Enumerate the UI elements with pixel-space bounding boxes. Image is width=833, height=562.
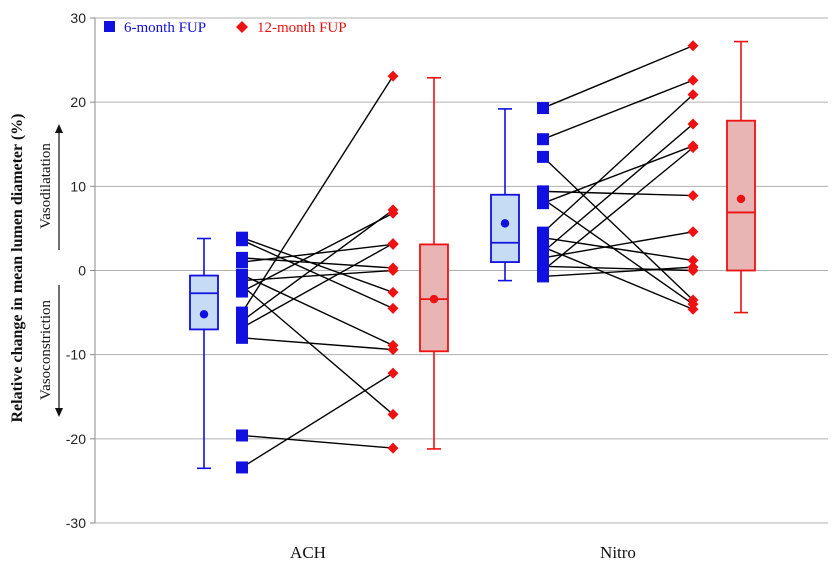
legend-label-6-month: 6-month FUP (124, 20, 206, 36)
mean-marker (199, 310, 209, 319)
point-12-month (387, 286, 399, 298)
point-12-month (687, 40, 699, 52)
box-12-month-ach (419, 76, 449, 450)
legend: 6-month FUP 12-month FUP (104, 20, 347, 36)
paired-lines (241, 45, 694, 469)
point-12-month (387, 265, 399, 276)
legend-marker-6-month (104, 21, 115, 32)
box-iqr (490, 193, 520, 263)
point-12-month (687, 118, 699, 130)
annotation-vasoconstriction: Vasoconstriction (38, 300, 54, 400)
point-6-month (537, 133, 549, 146)
pair-line (542, 246, 694, 310)
annotation-vasodilatation: Vasodilatation (38, 143, 54, 229)
y-tick-label: 10 (70, 178, 86, 194)
point-12-month (687, 142, 699, 154)
pair-line (241, 212, 394, 293)
box-12-month-nitro (726, 40, 756, 314)
point-6-month (236, 331, 248, 344)
point-6-month (236, 461, 248, 474)
category-label-ach: ACH (290, 543, 326, 562)
y-tick-label: -10 (66, 347, 86, 363)
y-tick-label: -20 (66, 431, 86, 447)
point-6-month (537, 102, 549, 115)
point-6-month (236, 234, 248, 247)
pair-line (241, 243, 394, 263)
mean-marker (500, 219, 510, 228)
point-6-month (236, 256, 248, 269)
mean-marker (429, 294, 439, 304)
category-label-nitro: Nitro (600, 543, 636, 562)
pair-line (542, 231, 694, 259)
pair-line (542, 266, 694, 278)
pair-line (241, 209, 394, 322)
pair-line (241, 239, 394, 310)
box-plots (189, 40, 756, 470)
arrow-up-icon (55, 124, 63, 133)
point-12-month (687, 226, 699, 238)
point-12-month (387, 344, 399, 356)
point-6-month (236, 285, 248, 298)
point-12-month (387, 442, 399, 454)
point-12-month (387, 70, 399, 82)
point-6-month (537, 231, 549, 244)
pair-line (542, 145, 694, 204)
mean-marker (736, 194, 746, 204)
point-12-month (687, 303, 699, 315)
point-12-month (387, 204, 399, 216)
y-tick-label: 0 (78, 263, 86, 279)
pair-line (241, 274, 394, 347)
point-12-month (687, 74, 699, 86)
pair-line (241, 434, 394, 449)
y-axis-label: Relative change in mean lumen diameter (… (9, 114, 26, 423)
pair-line (542, 147, 694, 272)
gridlines (90, 17, 828, 524)
pair-line (241, 75, 394, 313)
point-12-month (687, 261, 699, 273)
pair-line (241, 242, 394, 329)
pair-line (542, 79, 694, 140)
point-12-month (387, 238, 399, 250)
category-labels: ACH Nitro (290, 543, 636, 562)
arrow-down-icon (55, 408, 63, 417)
point-6-month (236, 429, 248, 442)
pair-line (542, 45, 694, 109)
y-tick-label: -30 (66, 515, 86, 531)
y-tick-labels: -30 -20 -10 0 10 20 30 (66, 10, 86, 531)
legend-label-12-month: 12-month FUP (257, 20, 347, 36)
data-points (236, 40, 699, 474)
y-tick-label: 20 (70, 94, 86, 110)
pair-line (241, 372, 394, 469)
legend-marker-12-month (236, 21, 248, 33)
point-12-month (687, 190, 699, 202)
box-6-month-ach (189, 237, 219, 470)
pair-line (542, 123, 694, 253)
point-6-month (537, 270, 549, 283)
pair-line (542, 236, 694, 262)
pair-line (241, 337, 394, 351)
point-12-month (387, 302, 399, 314)
point-12-month (387, 408, 399, 420)
box-iqr (189, 274, 219, 331)
point-12-month (387, 367, 399, 379)
annotations: Vasodilatation Vasoconstriction (38, 124, 63, 417)
pair-line (542, 198, 694, 305)
point-6-month (236, 321, 248, 334)
pair-line (241, 285, 394, 415)
y-tick-label: 30 (70, 10, 86, 26)
point-6-month (537, 197, 549, 210)
point-12-month (687, 89, 699, 101)
pair-line (542, 265, 694, 272)
point-6-month (537, 150, 549, 163)
pair-line (542, 94, 694, 234)
point-12-month (687, 254, 699, 266)
pair-line (542, 190, 694, 197)
box-6-month-nitro (490, 108, 520, 282)
pair-line (542, 156, 694, 301)
